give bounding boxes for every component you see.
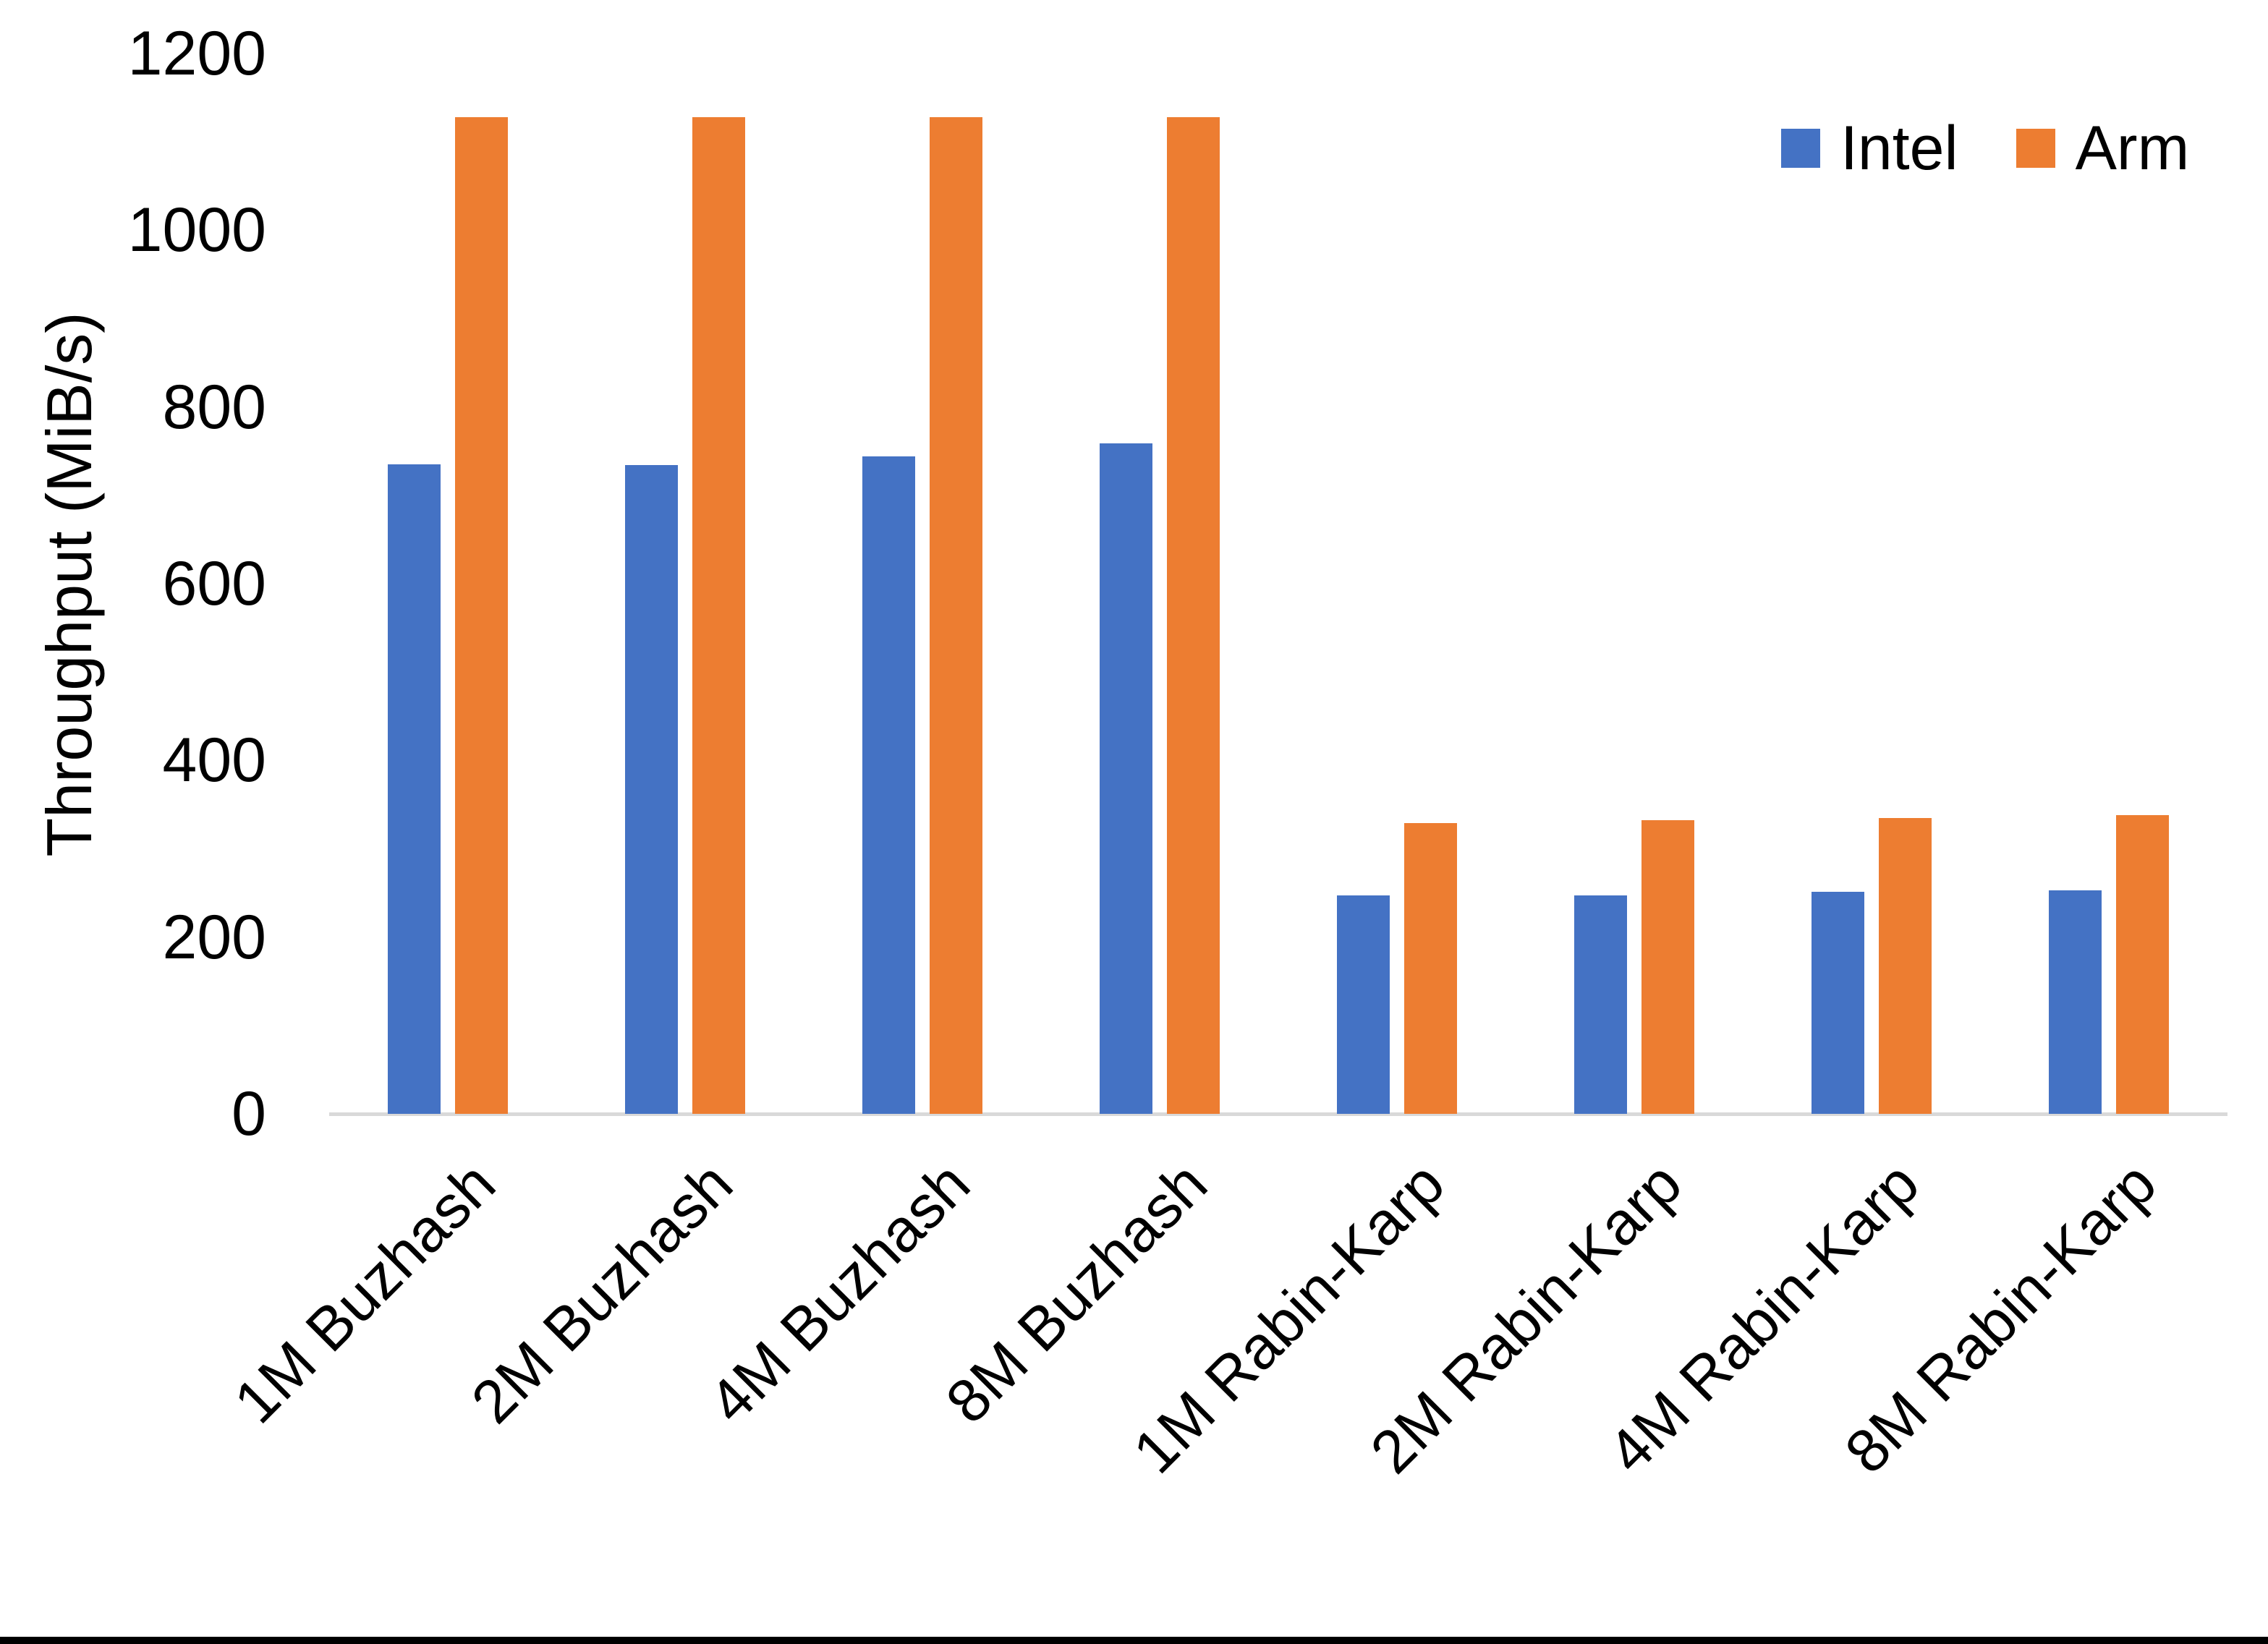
bar-arm-1m-rabin-karp <box>1404 823 1457 1114</box>
x-tick-label-8m-rabin-karp: 8M Rabin-Karp <box>1832 1149 2170 1486</box>
x-tick-label-1m-buzhash: 1M Buzhash <box>221 1149 509 1436</box>
bar-arm-4m-rabin-karp <box>1879 818 1932 1114</box>
bar-intel-2m-buzhash <box>625 465 678 1114</box>
x-axis-line <box>329 1112 2227 1116</box>
bar-group-2m-buzhash <box>566 54 804 1114</box>
bar-intel-1m-buzhash <box>388 464 441 1114</box>
bar-arm-8m-buzhash <box>1167 117 1220 1114</box>
x-tick-label-8m-buzhash: 8M Buzhash <box>933 1149 1220 1436</box>
bottom-border-bar <box>0 1637 2268 1644</box>
y-tick-label-1200: 1200 <box>127 19 266 88</box>
bar-intel-8m-rabin-karp <box>2049 890 2102 1114</box>
legend-label-intel: Intel <box>1840 113 1958 183</box>
x-tick-label-1m-rabin-karp: 1M Rabin-Karp <box>1120 1149 1458 1486</box>
x-tick-label-4m-buzhash: 4M Buzhash <box>695 1149 983 1436</box>
y-tick-label-200: 200 <box>162 902 267 972</box>
y-tick-label-0: 0 <box>232 1079 266 1149</box>
legend: Intel Arm <box>1781 108 2189 188</box>
bar-intel-1m-rabin-karp <box>1337 895 1390 1114</box>
bar-arm-2m-rabin-karp <box>1641 820 1694 1114</box>
legend-item-arm: Arm <box>2016 113 2190 184</box>
legend-swatch-arm-icon <box>2016 129 2055 168</box>
y-tick-label-1000: 1000 <box>127 195 266 265</box>
bar-group-8m-rabin-karp <box>1990 54 2227 1114</box>
bar-intel-4m-buzhash <box>862 456 915 1114</box>
bar-arm-2m-buzhash <box>692 117 745 1114</box>
legend-item-intel: Intel <box>1781 113 1958 184</box>
x-tick-label-4m-rabin-karp: 4M Rabin-Karp <box>1594 1149 1932 1486</box>
bar-intel-2m-rabin-karp <box>1574 895 1627 1114</box>
y-tick-label-400: 400 <box>162 725 267 796</box>
bar-group-4m-rabin-karp <box>1753 54 1990 1114</box>
bar-group-1m-buzhash <box>329 54 566 1114</box>
bar-group-4m-buzhash <box>804 54 1041 1114</box>
y-tick-label-600: 600 <box>162 549 267 618</box>
bar-arm-4m-buzhash <box>930 117 982 1114</box>
legend-label-arm: Arm <box>2075 113 2190 183</box>
y-tick-label-800: 800 <box>162 372 267 442</box>
x-tick-label-2m-buzhash: 2M Buzhash <box>458 1149 746 1436</box>
bar-group-1m-rabin-karp <box>1278 54 1516 1114</box>
x-tick-label-2m-rabin-karp: 2M Rabin-Karp <box>1357 1149 1695 1486</box>
bar-arm-1m-buzhash <box>455 117 508 1114</box>
bar-group-2m-rabin-karp <box>1516 54 1753 1114</box>
bar-arm-8m-rabin-karp <box>2116 815 2169 1114</box>
bar-group-8m-buzhash <box>1041 54 1278 1114</box>
bar-intel-8m-buzhash <box>1100 443 1152 1114</box>
bar-intel-4m-rabin-karp <box>1812 892 1864 1114</box>
legend-swatch-intel-icon <box>1781 129 1820 168</box>
